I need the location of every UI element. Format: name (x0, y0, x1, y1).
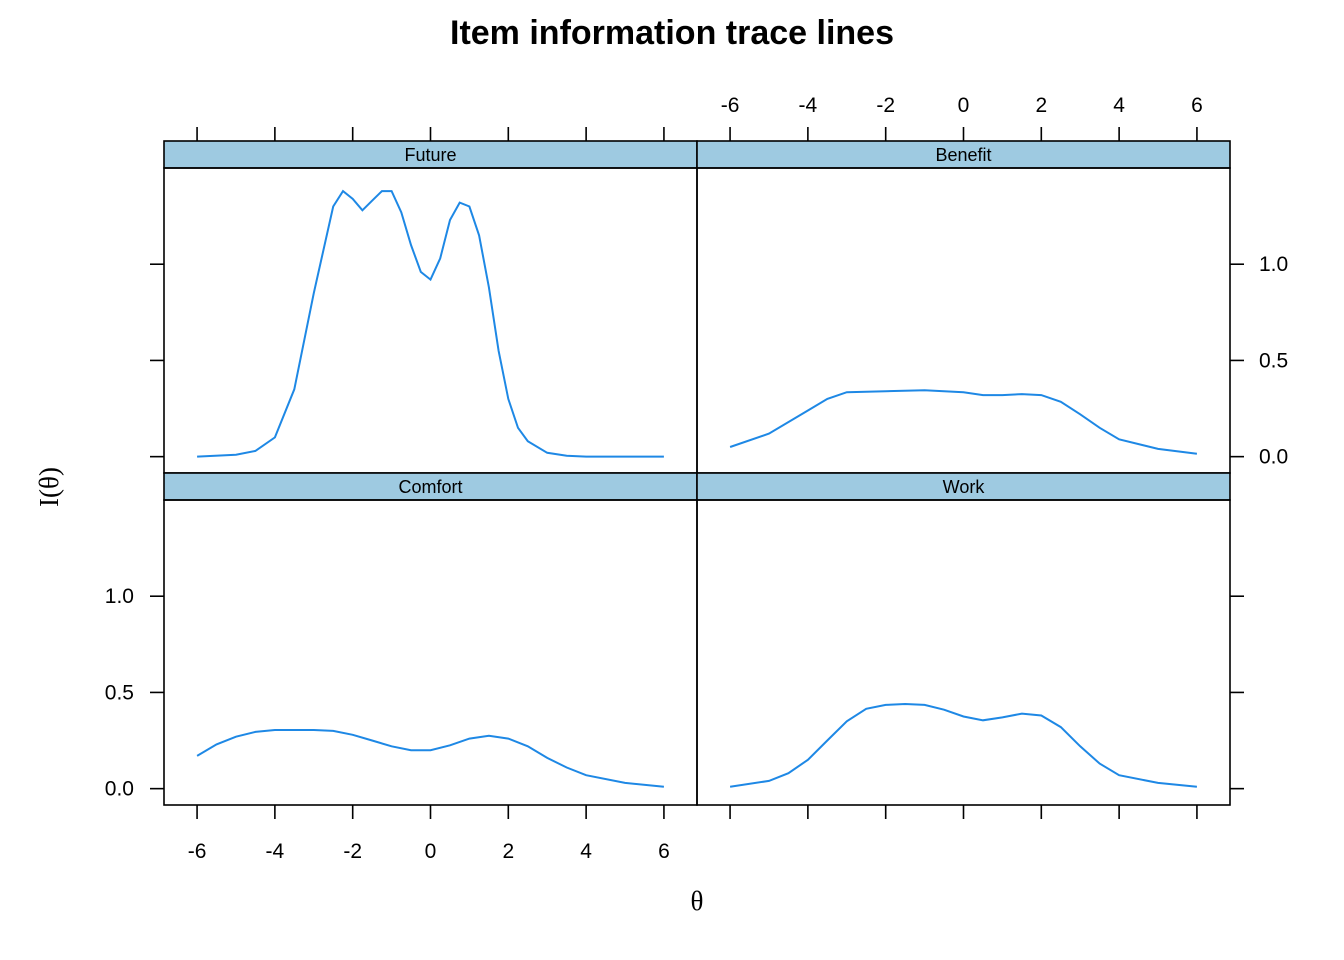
panel-comfort: Comfort (163, 472, 698, 806)
panel-strip (696, 140, 1231, 169)
chart-title: Item information trace lines (450, 14, 894, 52)
y-tick-label: 0.5 (1259, 349, 1288, 372)
x-axis-label: θ (691, 886, 704, 916)
x-tick-label: 6 (1191, 94, 1203, 117)
x-tick-label: -6 (721, 94, 740, 117)
panel-strip-label: Comfort (398, 477, 462, 497)
x-tick-label: -2 (343, 840, 362, 863)
panel-strip-label: Work (943, 477, 986, 497)
panel-future: Future (163, 140, 698, 474)
panel-strip-label: Future (404, 145, 456, 165)
panels-layer: Future Benefit Comfort Work (163, 140, 1231, 806)
x-tick-label: 4 (1113, 94, 1125, 117)
panel-work: Work (696, 472, 1231, 806)
y-tick-label: 0.0 (105, 778, 134, 801)
axes-layer: -6 -4 -2 0 2 4 6 -6 -4 -2 0 2 4 6 0.0 0.5 1.0 0.0 0.5 1.0 (105, 94, 1288, 863)
y-tick-label: 1.0 (105, 585, 134, 608)
y-tick-label: 1.0 (1259, 253, 1288, 276)
panel-frame (696, 499, 1231, 806)
panel-benefit: Benefit (696, 140, 1231, 474)
x-tick-label: 0 (958, 94, 970, 117)
panel-strip (163, 140, 698, 169)
y-axis-label: I(θ) (34, 467, 64, 507)
information-curve-future (197, 189, 664, 458)
y-tick-label: 0.0 (1259, 446, 1288, 469)
information-curve-work (729, 702, 1197, 788)
x-tick-label: 2 (1035, 94, 1047, 117)
panel-frame (696, 167, 1231, 474)
panel-frame (163, 499, 698, 806)
x-tick-label: -6 (188, 840, 207, 863)
x-tick-label: 2 (502, 840, 514, 863)
information-curve-comfort (196, 729, 664, 788)
x-tick-label: 6 (658, 840, 670, 863)
x-tick-label: -4 (799, 94, 818, 117)
x-tick-label: 4 (580, 840, 592, 863)
panel-frame (163, 167, 698, 474)
information-curve-benefit (729, 389, 1198, 455)
y-tick-label: 0.5 (105, 681, 134, 704)
x-tick-label: -4 (266, 840, 285, 863)
x-tick-label: 0 (425, 840, 437, 863)
panel-strip-label: Benefit (935, 145, 991, 165)
x-tick-label: -2 (876, 94, 895, 117)
panel-strip (696, 472, 1231, 501)
